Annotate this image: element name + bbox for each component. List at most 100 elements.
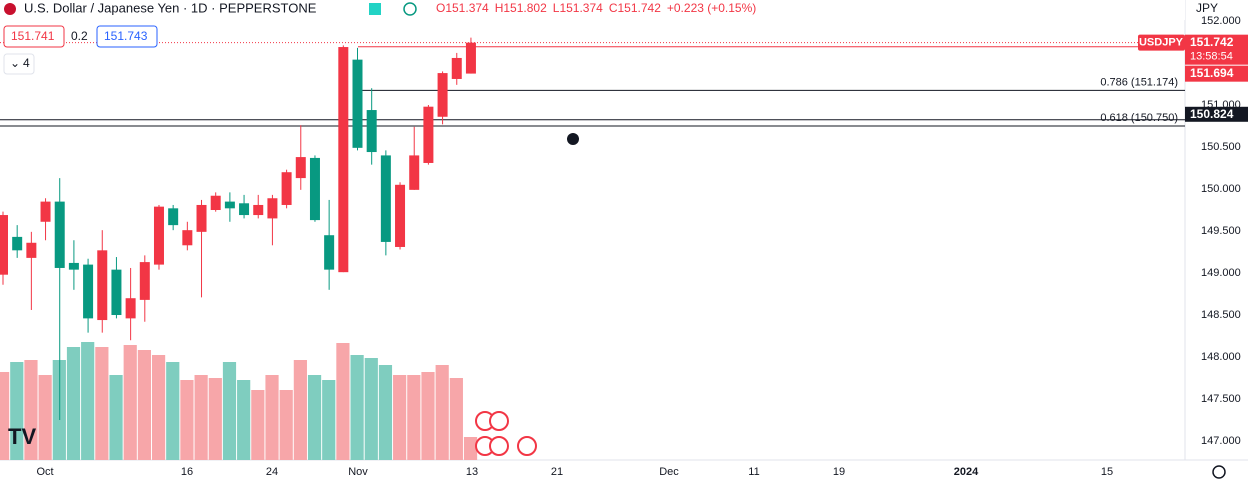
volume-bar [0, 372, 10, 460]
volume-bar [194, 375, 208, 460]
countdown: 13:58:54 [1190, 51, 1233, 63]
plot: 147.000 147.500 148.000 148.500 149.000 149.5… [0, 3, 1248, 478]
last-price-label: 151.742 [1190, 35, 1234, 49]
volume-bar [109, 375, 123, 460]
volume-bar [364, 358, 378, 460]
hline-label: 150.824 [1190, 107, 1234, 121]
ohlc-values: O151.374 H151.802 L151.374 C151.742 +0.223 (… [436, 1, 756, 15]
y-tick-label: 148.500 [1201, 309, 1241, 321]
candle-body [111, 269, 122, 316]
candle-body [409, 155, 420, 190]
x-tick-label: 13 [466, 466, 478, 478]
volume-bar [279, 390, 293, 460]
volume-bar [407, 375, 421, 460]
y-tick-label: 149.500 [1201, 225, 1241, 237]
candle-body [97, 250, 108, 321]
candle-body [168, 208, 179, 226]
alarm-icon [567, 133, 579, 145]
volume-bar [38, 375, 52, 460]
candle-body [210, 195, 221, 211]
x-tick-label: 15 [1101, 466, 1113, 478]
volume-bar [208, 378, 222, 460]
candle-body [40, 201, 51, 222]
indicator-count[interactable]: 4 [23, 56, 30, 70]
x-tick-label: 24 [266, 466, 278, 478]
candle-body [0, 215, 8, 275]
candle-body [309, 157, 320, 221]
candle-body [267, 198, 278, 219]
volume-bar [66, 347, 81, 460]
x-tick-label: Dec [659, 466, 679, 478]
candle-body [338, 47, 349, 273]
x-tick-label: 19 [833, 466, 845, 478]
y-tick-label: 148.000 [1201, 351, 1241, 363]
indicators-toggle[interactable] [3, 53, 35, 75]
bid-price[interactable]: 151.741 [11, 29, 55, 43]
candle-body [224, 201, 235, 209]
symbol-tag: USDJPY [1139, 37, 1184, 49]
hline-label-bg [1185, 106, 1248, 122]
volume-bar [463, 437, 478, 460]
fib-label: 0.786 (151.174) [1100, 76, 1178, 88]
y-tick-label: 149.000 [1201, 267, 1241, 279]
status-icon [403, 2, 417, 16]
currency[interactable]: JPY [1196, 1, 1218, 15]
ask-price[interactable]: 151.743 [104, 29, 148, 43]
candle-body [83, 264, 94, 319]
x-tick-label: 21 [551, 466, 563, 478]
volume-bar [421, 372, 435, 460]
candle-body [395, 184, 406, 247]
volume-bar [435, 365, 449, 460]
candle-body [380, 155, 391, 242]
prev-price-label: 151.694 [1190, 66, 1234, 80]
candle-body [423, 106, 434, 163]
volume-bar [307, 375, 322, 460]
prev-price-bg [1185, 65, 1248, 82]
buy-button[interactable] [96, 25, 158, 48]
spread: 0.2 [71, 29, 88, 43]
volume-bar [222, 362, 237, 460]
candle-body [68, 262, 79, 270]
candle-body [54, 201, 65, 268]
settings-icon[interactable] [1212, 465, 1226, 479]
event-icon [517, 436, 537, 456]
candle-body [366, 110, 377, 153]
volume-bar [166, 362, 180, 460]
x-tick-label: 16 [181, 466, 193, 478]
volume-bar [378, 365, 393, 460]
volume-bar [95, 347, 109, 460]
y-tick-label: 150.000 [1201, 183, 1241, 195]
y-tick-label: 152.000 [1201, 15, 1241, 27]
last-price-bg [1185, 34, 1248, 65]
volume-bar [251, 390, 265, 460]
header-bg [0, 0, 1185, 20]
candle-body [437, 73, 448, 117]
y-tick-label: 147.000 [1201, 435, 1241, 447]
x-tick-label: 11 [748, 466, 759, 478]
fib-label: 0.618 (150.750) [1100, 112, 1178, 124]
volume-bar [293, 360, 307, 460]
candle-body [139, 262, 150, 300]
volume-bar [10, 362, 24, 460]
ohlc-value: +0.223 (+0.15%) [667, 1, 756, 15]
volume-bar [336, 343, 350, 460]
flag-icon [4, 3, 16, 15]
x-tick-label: Oct [36, 466, 53, 478]
ohlc-value: L151.374 [553, 1, 603, 15]
candle-body [253, 204, 264, 216]
candle-body [239, 203, 250, 216]
candle-body [153, 206, 164, 265]
candle-body [26, 242, 37, 258]
candle-body [295, 157, 306, 179]
sell-button[interactable] [3, 25, 65, 48]
ohlc-value: C151.742 [609, 1, 661, 15]
event-icon [489, 436, 509, 456]
candle-body [196, 204, 207, 232]
volume-bar [322, 380, 336, 460]
event-icon [489, 411, 509, 431]
ohlc-value: H151.802 [495, 1, 547, 15]
symbol-title: U.S. Dollar / Japanese Yen · 1D · PEPPER… [24, 0, 317, 15]
